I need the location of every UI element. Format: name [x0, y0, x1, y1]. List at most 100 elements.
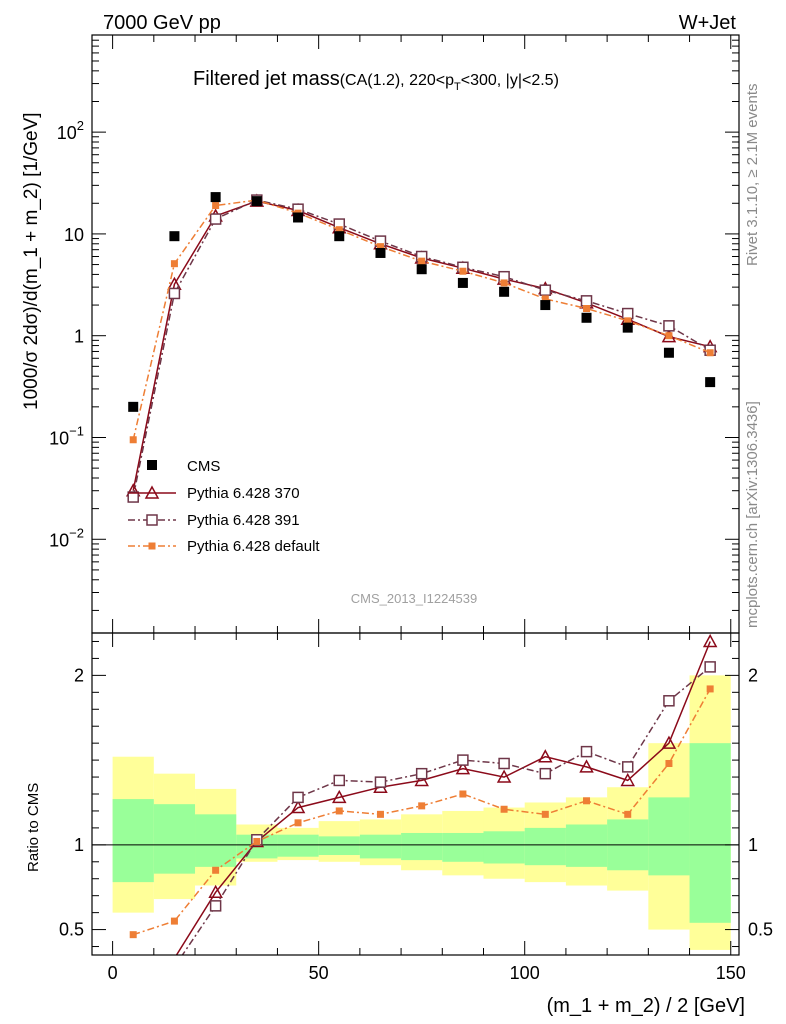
main-point-cms — [334, 231, 345, 242]
watermark-label: CMS_2013_I1224539 — [351, 591, 478, 606]
main-point-pythia-6-428-default — [500, 279, 508, 287]
main-point-cms — [457, 277, 468, 288]
main-point-cms — [705, 377, 716, 388]
ratio-band-inner — [318, 836, 360, 856]
ratio-point-pythia-6-428-default — [335, 807, 343, 815]
legend-label-pythia-370: Pythia 6.428 370 — [187, 485, 300, 502]
ratio-point-pythia-6-428-default — [665, 759, 673, 767]
ratio-point-pythia-6-428-370 — [208, 884, 223, 899]
ratio-point-pythia-6-428-370 — [414, 772, 429, 787]
ratio-band-inner — [195, 814, 237, 867]
ratio-point-pythia-6-428-391 — [704, 661, 716, 673]
main-point-pythia-6-428-default — [335, 226, 343, 234]
x-tick-label: 0 — [108, 963, 118, 983]
ratio-point-pythia-6-428-370 — [290, 799, 306, 814]
ratio-point-pythia-6-428-370 — [538, 749, 553, 763]
ratio-band-inner — [277, 834, 319, 857]
legend-marker-pythia-391 — [146, 514, 158, 526]
main-point-cms — [169, 231, 180, 242]
main-point-pythia-6-428-391 — [127, 491, 139, 503]
ratio-point-pythia-6-428-391 — [333, 774, 346, 787]
ratio-point-pythia-6-428-default — [500, 805, 508, 813]
ratio-band-inner — [112, 799, 154, 883]
main-line-pythia-6-428-370 — [132, 200, 711, 491]
mcplots-source-label: mcplots.cern.ch [arXiv:1306.3436] — [744, 401, 761, 628]
ratio-y-tick-label-right: 2 — [748, 665, 758, 685]
chart-subtitle-sub: T — [454, 81, 461, 93]
legend-entry-pythia-391: Pythia 6.428 391 — [128, 512, 300, 529]
header-right-label: W+Jet — [679, 12, 737, 34]
ratio-panel-series — [129, 633, 718, 955]
legend-entry-pythia-370: Pythia 6.428 370 — [128, 485, 300, 502]
legend: CMS Pythia 6.428 370 Pythia 6.428 391 Py… — [128, 458, 320, 555]
header-left-label: 7000 GeV pp — [103, 12, 221, 34]
main-point-cms — [293, 212, 304, 223]
ratio-point-pythia-6-428-default — [253, 837, 261, 845]
x-tick-label: 100 — [510, 963, 540, 983]
ratio-band-inner — [689, 743, 731, 923]
main-point-cms — [663, 347, 674, 358]
main-point-pythia-6-428-default — [583, 305, 591, 313]
main-point-cms — [210, 192, 221, 203]
ratio-point-pythia-6-428-391 — [539, 767, 552, 780]
main-point-pythia-6-428-default — [170, 260, 178, 268]
main-point-pythia-6-428-391 — [621, 307, 634, 320]
ratio-band-inner — [524, 827, 566, 866]
ratio-point-pythia-6-428-default — [376, 810, 384, 818]
main-point-cms — [128, 401, 139, 412]
ratio-y-axis-label: Ratio to CMS — [25, 783, 42, 872]
ratio-point-pythia-6-428-391 — [621, 761, 634, 773]
ratio-band-inner — [359, 834, 402, 859]
main-y-axis-label: 1000/σ 2dσ)/d(m_1 + m_2) [1/GeV] — [21, 112, 42, 410]
main-point-pythia-6-428-default — [706, 349, 714, 357]
ratio-y-tick-label-right: 1 — [748, 835, 758, 855]
legend-marker-pythia-default — [148, 542, 156, 550]
ratio-point-pythia-6-428-default — [212, 866, 220, 874]
main-point-pythia-6-428-default — [541, 295, 549, 303]
ratio-point-pythia-6-428-default — [459, 790, 467, 798]
ratio-band-inner — [401, 832, 443, 861]
main-point-pythia-6-428-default — [665, 332, 673, 340]
main-y-tick-label: 10−2 — [49, 525, 84, 550]
legend-marker-pythia-370 — [144, 485, 160, 499]
x-tick-label: 50 — [309, 963, 329, 983]
main-y-tick-base: 10 — [49, 530, 69, 550]
ratio-point-pythia-6-428-default — [706, 685, 714, 693]
ratio-point-pythia-6-428-391 — [663, 695, 675, 707]
main-point-cms — [622, 322, 633, 333]
ratio-band-inner — [153, 804, 196, 874]
main-point-pythia-6-428-391 — [209, 213, 222, 225]
legend-label-pythia-default: Pythia 6.428 default — [187, 538, 320, 555]
main-line-pythia-6-428-default — [132, 199, 711, 440]
x-axis-label: (m_1 + m_2) / 2 [GeV] — [547, 995, 745, 1017]
main-point-cms — [540, 300, 551, 311]
main-point-cms — [375, 247, 386, 258]
ratio-point-pythia-6-428-370 — [579, 759, 594, 773]
main-point-pythia-6-428-391 — [539, 284, 552, 296]
ratio-uncertainty-bands — [92, 675, 739, 950]
ratio-point-pythia-6-428-default — [170, 917, 178, 925]
main-y-tick-label: 102 — [57, 118, 84, 143]
main-point-cms — [499, 286, 510, 297]
ratio-point-pythia-6-428-391 — [498, 757, 510, 770]
ratio-y-tick-label-right: 0.5 — [748, 920, 773, 940]
main-point-pythia-6-428-default — [418, 257, 426, 265]
main-point-pythia-6-428-391 — [580, 295, 593, 307]
ratio-point-pythia-6-428-default — [541, 810, 549, 818]
main-y-tick-exponent: −1 — [69, 423, 84, 438]
main-point-pythia-6-428-default — [624, 317, 632, 325]
main-point-cms — [416, 264, 427, 275]
ratio-band-inner — [442, 832, 484, 862]
x-tick-label: 150 — [716, 963, 746, 983]
ratio-point-pythia-6-428-391 — [580, 745, 593, 758]
main-point-cms — [251, 196, 262, 207]
ratio-point-pythia-6-428-370 — [620, 772, 635, 787]
rivet-version-label: Rivet 3.1.10, ≥ 2.1M events — [744, 83, 761, 267]
main-y-tick-label: 1 — [74, 327, 84, 347]
legend-entry-pythia-default: Pythia 6.428 default — [128, 538, 320, 555]
ratio-y-tick-label-left: 0.5 — [59, 920, 84, 940]
ratio-point-pythia-6-428-391 — [457, 754, 469, 766]
main-y-tick-label: 10−1 — [49, 423, 84, 448]
